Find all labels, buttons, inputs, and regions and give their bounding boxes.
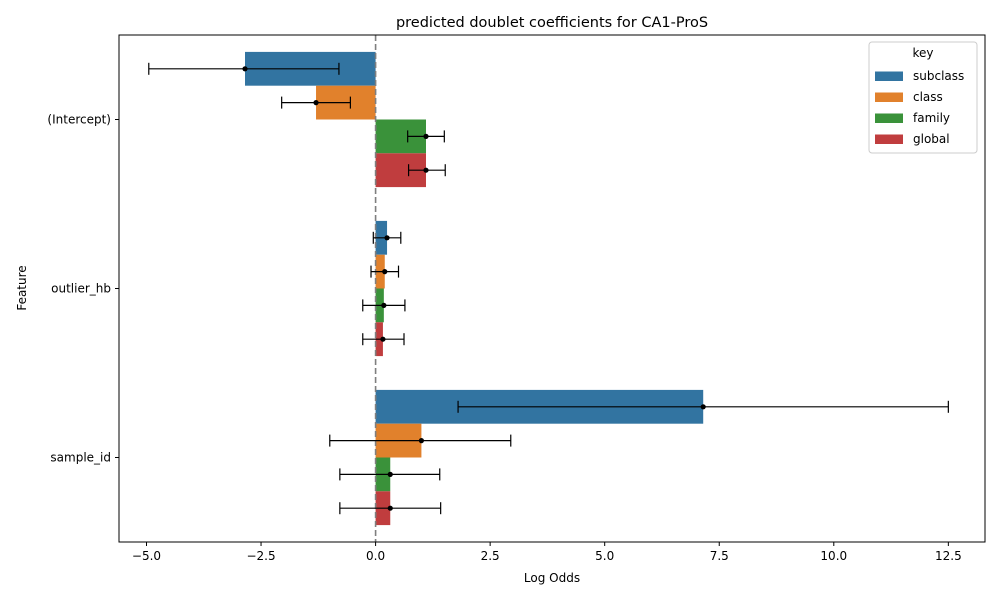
legend: key subclass class family global	[868, 41, 978, 154]
x-tick-label: 5.0	[595, 549, 614, 563]
legend-swatch-subclass	[875, 71, 903, 81]
point-estimate-family	[381, 302, 387, 308]
plot-frame	[118, 34, 986, 543]
point-estimate-class	[382, 269, 388, 275]
point-estimate-subclass	[384, 235, 390, 241]
point-estimate-global	[423, 167, 429, 173]
legend-label-family: family	[913, 111, 950, 125]
chart-title: predicted doublet coefficients for CA1-P…	[396, 15, 708, 31]
legend-swatch-global	[875, 134, 903, 144]
point-estimate-class	[313, 100, 319, 106]
x-tick-label: −2.5	[246, 549, 275, 563]
point-estimate-subclass	[242, 66, 248, 72]
legend-title: key	[912, 46, 933, 60]
y-axis: (Intercept) outlier_hb sample_id	[47, 113, 119, 465]
point-estimate-family	[423, 133, 429, 139]
legend-box	[868, 41, 978, 154]
legend-label-global: global	[913, 132, 950, 146]
legend-label-class: class	[913, 90, 943, 104]
x-tick-label: 2.5	[481, 549, 500, 563]
y-axis-title: Feature	[15, 265, 29, 310]
y-tick-label: sample_id	[50, 451, 111, 465]
legend-swatch-family	[875, 113, 903, 123]
x-tick-label: −5.0	[132, 549, 161, 563]
y-tick-label: outlier_hb	[51, 282, 111, 296]
point-estimate-subclass	[700, 404, 706, 410]
x-tick-label: 10.0	[820, 549, 847, 563]
x-tick-label: 12.5	[935, 549, 962, 563]
x-tick-label: 0.0	[366, 549, 385, 563]
legend-swatch-class	[875, 92, 903, 102]
point-estimate-class	[418, 438, 425, 444]
x-axis: −5.0 −2.5 0.0 2.5 5.0 7.5 10.0 12.5	[132, 542, 962, 563]
error-bars-layer	[148, 62, 949, 515]
x-axis-title: Log Odds	[524, 571, 580, 585]
point-estimate-family	[387, 471, 393, 477]
point-estimate-global	[387, 505, 393, 511]
bars-layer	[245, 51, 704, 526]
legend-label-subclass: subclass	[913, 69, 964, 83]
y-tick-label: (Intercept)	[47, 113, 111, 127]
point-estimate-global	[380, 336, 386, 342]
x-tick-label: 7.5	[710, 549, 729, 563]
